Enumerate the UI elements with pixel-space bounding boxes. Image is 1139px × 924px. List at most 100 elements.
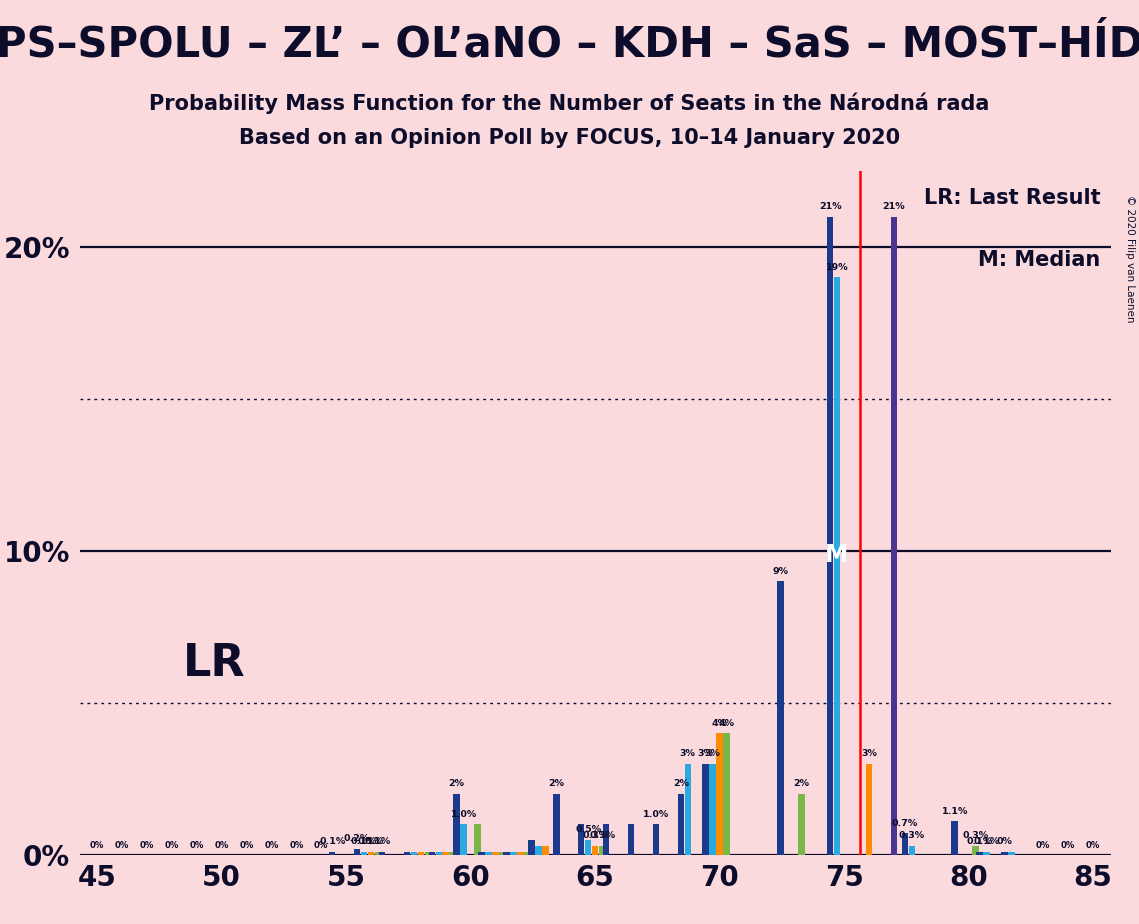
Bar <box>517 852 524 855</box>
Bar <box>902 833 908 855</box>
Text: 0%: 0% <box>1036 841 1050 850</box>
Text: M: M <box>825 542 849 566</box>
Text: 4%: 4% <box>712 719 728 728</box>
Bar <box>577 824 584 855</box>
Bar <box>678 794 685 855</box>
Bar <box>474 824 481 855</box>
Bar <box>425 852 431 855</box>
Bar <box>460 824 467 855</box>
Bar <box>585 840 591 855</box>
Bar <box>909 845 915 855</box>
Text: Based on an Opinion Poll by FOCUS, 10–14 January 2020: Based on an Opinion Poll by FOCUS, 10–14… <box>239 128 900 148</box>
Bar <box>368 852 375 855</box>
Text: M: Median: M: Median <box>978 249 1100 270</box>
Text: 3%: 3% <box>698 749 714 758</box>
Bar <box>976 852 983 855</box>
Text: 0.3%: 0.3% <box>899 831 925 840</box>
Bar <box>973 845 978 855</box>
Text: 3%: 3% <box>861 749 877 758</box>
Text: PS–SPOLU – ZL’ – OL’aNO – KDH – SaS – MOST–HÍD: PS–SPOLU – ZL’ – OL’aNO – KDH – SaS – MO… <box>0 23 1139 65</box>
Text: 4%: 4% <box>719 719 735 728</box>
Text: 0.1%: 0.1% <box>966 837 993 846</box>
Text: 0.1%: 0.1% <box>351 837 377 846</box>
Bar <box>703 763 708 855</box>
Text: 0.7%: 0.7% <box>892 819 918 828</box>
Bar <box>453 794 460 855</box>
Text: 19%: 19% <box>826 262 849 272</box>
Bar <box>428 852 435 855</box>
Bar <box>592 845 598 855</box>
Text: 2%: 2% <box>673 780 689 788</box>
Text: 0%: 0% <box>165 841 179 850</box>
Bar <box>535 845 542 855</box>
Text: LR: LR <box>182 642 245 685</box>
Text: 2%: 2% <box>548 780 564 788</box>
Bar <box>554 794 559 855</box>
Text: 1.1%: 1.1% <box>942 807 968 816</box>
Bar <box>478 852 485 855</box>
Bar <box>542 845 549 855</box>
Bar <box>528 840 534 855</box>
Bar <box>798 794 804 855</box>
Text: 21%: 21% <box>883 202 906 211</box>
Bar <box>450 852 456 855</box>
Bar <box>403 852 410 855</box>
Text: 0.3%: 0.3% <box>589 831 615 840</box>
Bar <box>492 852 499 855</box>
Bar <box>354 848 360 855</box>
Text: 0%: 0% <box>1062 841 1075 850</box>
Text: 3%: 3% <box>680 749 696 758</box>
Text: 0%: 0% <box>140 841 154 850</box>
Text: 0%: 0% <box>115 841 129 850</box>
Bar <box>723 733 730 855</box>
Text: 0.3%: 0.3% <box>962 831 989 840</box>
Bar <box>411 852 417 855</box>
Text: 0%: 0% <box>214 841 229 850</box>
Text: 2%: 2% <box>793 780 810 788</box>
Bar <box>827 216 834 855</box>
Bar <box>499 852 506 855</box>
Bar <box>1008 852 1015 855</box>
Text: 0%: 0% <box>289 841 303 850</box>
Bar <box>1001 852 1008 855</box>
Text: 0.1%: 0.1% <box>364 837 391 846</box>
Bar <box>710 763 716 855</box>
Text: 0.2%: 0.2% <box>344 834 370 844</box>
Bar <box>524 852 531 855</box>
Text: 0.5%: 0.5% <box>575 825 601 834</box>
Text: 0%: 0% <box>1085 841 1100 850</box>
Text: 0%: 0% <box>997 837 1013 846</box>
Bar <box>379 852 385 855</box>
Text: 0.3%: 0.3% <box>582 831 608 840</box>
Bar <box>834 277 841 855</box>
Text: 21%: 21% <box>819 202 842 211</box>
Bar <box>442 852 449 855</box>
Bar <box>503 852 510 855</box>
Bar <box>628 824 634 855</box>
Bar <box>418 852 424 855</box>
Bar <box>716 733 723 855</box>
Bar <box>435 852 442 855</box>
Bar <box>329 852 336 855</box>
Bar <box>599 845 605 855</box>
Text: 0%: 0% <box>314 841 328 850</box>
Text: © 2020 Filip van Laenen: © 2020 Filip van Laenen <box>1125 195 1134 322</box>
Text: 0.1%: 0.1% <box>974 837 1000 846</box>
Bar <box>510 852 517 855</box>
Bar <box>485 852 492 855</box>
Text: 0%: 0% <box>264 841 279 850</box>
Text: 0.1%: 0.1% <box>319 837 345 846</box>
Text: Probability Mass Function for the Number of Seats in the Národná rada: Probability Mass Function for the Number… <box>149 92 990 114</box>
Text: 2%: 2% <box>449 780 465 788</box>
Bar <box>375 852 382 855</box>
Text: 9%: 9% <box>772 566 788 576</box>
Bar <box>951 821 958 855</box>
Text: 0%: 0% <box>90 841 105 850</box>
Text: 0%: 0% <box>239 841 254 850</box>
Bar <box>891 216 898 855</box>
Text: 0.1%: 0.1% <box>358 837 384 846</box>
Bar <box>603 824 609 855</box>
Text: 1.0%: 1.0% <box>642 809 669 819</box>
Text: 3%: 3% <box>705 749 721 758</box>
Bar <box>777 581 784 855</box>
